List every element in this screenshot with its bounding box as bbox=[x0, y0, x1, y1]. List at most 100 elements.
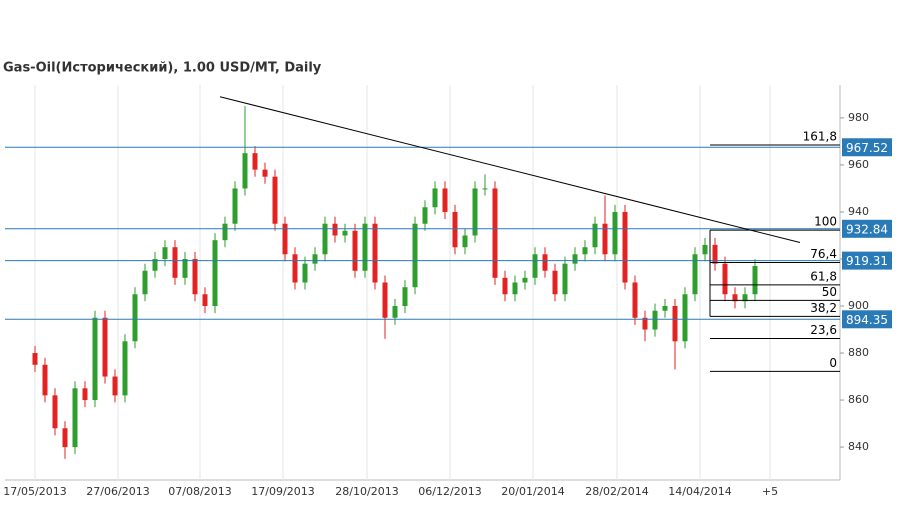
candle-body bbox=[262, 169, 268, 177]
level-label: 932.84 bbox=[846, 222, 888, 236]
candle-body bbox=[692, 254, 698, 295]
candle-body bbox=[322, 223, 328, 255]
fib-label: 38,2 bbox=[810, 301, 837, 315]
x-tick-label: +5 bbox=[762, 485, 778, 498]
candle-body bbox=[432, 188, 438, 208]
candle-body bbox=[252, 153, 258, 170]
candle-body bbox=[752, 266, 758, 295]
candle-body bbox=[712, 244, 718, 264]
y-tick-label: 960 bbox=[848, 158, 869, 171]
candle-body bbox=[222, 223, 228, 241]
level-label-box bbox=[842, 251, 892, 270]
x-tick-label: 14/04/2014 bbox=[668, 485, 731, 498]
y-tick-label: 860 bbox=[848, 393, 869, 406]
candle-body bbox=[242, 153, 248, 189]
level-label-box bbox=[842, 138, 892, 157]
candle-body bbox=[342, 230, 348, 236]
candle-body bbox=[202, 294, 208, 307]
candle-body bbox=[522, 277, 528, 283]
candle-body bbox=[472, 188, 478, 236]
fib-label: 61,8 bbox=[810, 269, 837, 283]
candle-body bbox=[152, 258, 158, 271]
candle-body bbox=[662, 306, 668, 311]
candle-body bbox=[742, 294, 748, 302]
candle-body bbox=[602, 223, 608, 255]
x-tick-label: 06/12/2013 bbox=[418, 485, 481, 498]
level-label: 967.52 bbox=[846, 141, 888, 155]
candle-body bbox=[652, 310, 658, 330]
candle-body bbox=[462, 235, 468, 248]
candle-body bbox=[572, 254, 578, 264]
candle-body bbox=[682, 294, 688, 342]
candle-body bbox=[72, 388, 78, 448]
candle-body bbox=[592, 223, 598, 248]
y-tick-label: 900 bbox=[848, 299, 869, 312]
y-tick-label: 840 bbox=[848, 440, 869, 453]
y-tick-label: 880 bbox=[848, 346, 869, 359]
candle-body bbox=[92, 317, 98, 401]
candle-body bbox=[212, 240, 218, 307]
candle-body bbox=[302, 263, 308, 283]
candle-body bbox=[422, 207, 428, 224]
candle-body bbox=[612, 211, 618, 255]
candle-body bbox=[82, 388, 88, 401]
fib-label: 23,6 bbox=[810, 323, 837, 337]
candle-body bbox=[442, 188, 448, 212]
candle-body bbox=[542, 254, 548, 271]
candle-body bbox=[132, 294, 138, 342]
candle-body bbox=[42, 364, 48, 396]
candle-body bbox=[142, 270, 148, 295]
y-tick-label: 940 bbox=[848, 205, 869, 218]
candle-body bbox=[382, 282, 388, 318]
fib-label: 161,8 bbox=[803, 129, 837, 143]
candle-body bbox=[332, 223, 338, 236]
candle-body bbox=[492, 188, 498, 278]
x-tick-label: 28/02/2014 bbox=[585, 485, 648, 498]
candle-body bbox=[482, 188, 488, 190]
candle-body bbox=[352, 230, 358, 271]
level-label: 894.35 bbox=[846, 313, 888, 327]
level-label-box bbox=[842, 219, 892, 238]
candle-body bbox=[672, 306, 678, 342]
candle-body bbox=[362, 223, 368, 271]
candle-body bbox=[732, 294, 738, 302]
candle-body bbox=[182, 258, 188, 278]
candle-body bbox=[232, 188, 238, 224]
x-tick-label: 20/01/2014 bbox=[501, 485, 564, 498]
candle-body bbox=[112, 376, 118, 396]
candle-body bbox=[312, 254, 318, 264]
candle-body bbox=[642, 317, 648, 330]
fib-label: 50 bbox=[822, 285, 837, 299]
x-tick-label: 17/09/2013 bbox=[251, 485, 314, 498]
candle-body bbox=[52, 395, 58, 429]
candle-body bbox=[192, 258, 198, 295]
candle-body bbox=[512, 282, 518, 295]
x-tick-label: 07/08/2013 bbox=[168, 485, 231, 498]
candle-body bbox=[172, 247, 178, 278]
candle-body bbox=[272, 176, 278, 224]
candle-body bbox=[32, 353, 38, 365]
fib-label: 76,4 bbox=[810, 247, 837, 261]
fib-label: 0 bbox=[829, 356, 837, 370]
trendline bbox=[219, 96, 801, 244]
chart-title: Gas-Oil(Исторический), 1.00 USD/MT, Dail… bbox=[3, 61, 322, 76]
candle-body bbox=[122, 341, 128, 396]
candle-body bbox=[102, 317, 108, 377]
candle-body bbox=[162, 247, 168, 259]
level-label-box bbox=[842, 310, 892, 329]
candle-body bbox=[532, 254, 538, 278]
y-tick-label: 980 bbox=[848, 111, 869, 124]
candle-body bbox=[562, 263, 568, 295]
candle-body bbox=[292, 254, 298, 283]
x-tick-label: 28/10/2013 bbox=[335, 485, 398, 498]
candle-body bbox=[552, 270, 558, 295]
candle-body bbox=[412, 223, 418, 288]
x-tick-label: 27/06/2013 bbox=[86, 485, 149, 498]
candle-body bbox=[282, 223, 288, 255]
candle-body bbox=[452, 211, 458, 248]
candle-body bbox=[632, 282, 638, 318]
candle-body bbox=[702, 244, 708, 255]
candle-body bbox=[502, 277, 508, 295]
candle-body bbox=[372, 223, 378, 283]
